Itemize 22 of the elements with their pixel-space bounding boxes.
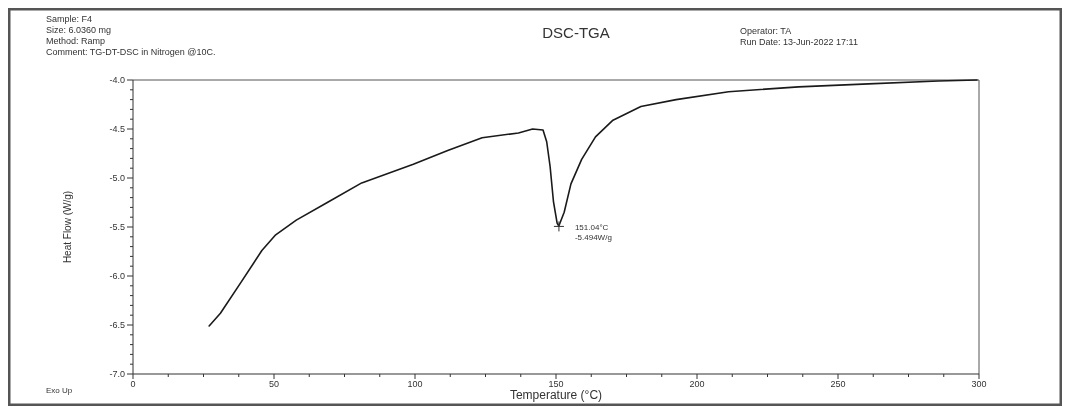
- annotation: 151.04°C -5.494W/g: [574, 223, 612, 243]
- y-tick-label: -5.0: [109, 173, 125, 183]
- chart-title: DSC-TGA: [542, 24, 610, 41]
- x-tick-label: 0: [130, 379, 136, 389]
- x-tick-label: 200: [689, 379, 705, 389]
- line-series: [208, 79, 978, 327]
- x-axis-title: Temperature (°C): [509, 388, 603, 402]
- x-tick-label: 300: [971, 379, 987, 389]
- y-tick-label: -7.0: [109, 369, 125, 379]
- y-tick-label: -6.0: [109, 271, 125, 281]
- y-axis-title: Heat Flow (W/g): [62, 190, 73, 264]
- text: Operator: TA Run Date: 13-Jun-2022 17:11: [740, 26, 858, 47]
- x-tick-label: 50: [268, 379, 280, 389]
- text: Exo Up: [46, 386, 73, 395]
- y-tick-label: -4.0: [109, 75, 125, 85]
- x-tick-label: 100: [407, 379, 423, 389]
- text: Sample: F4 Size: 6.0360 mg Method: Ramp Comment: TG-DT-DSC in Nitrogen @10C.: [46, 14, 216, 57]
- y-tick-label: -4.5: [109, 124, 125, 134]
- y-tick-label: -5.5: [109, 222, 125, 232]
- y-tick-label: -6.5: [109, 320, 125, 330]
- x-tick-label: 250: [830, 379, 846, 389]
- x-tick-label: 150: [548, 379, 564, 389]
